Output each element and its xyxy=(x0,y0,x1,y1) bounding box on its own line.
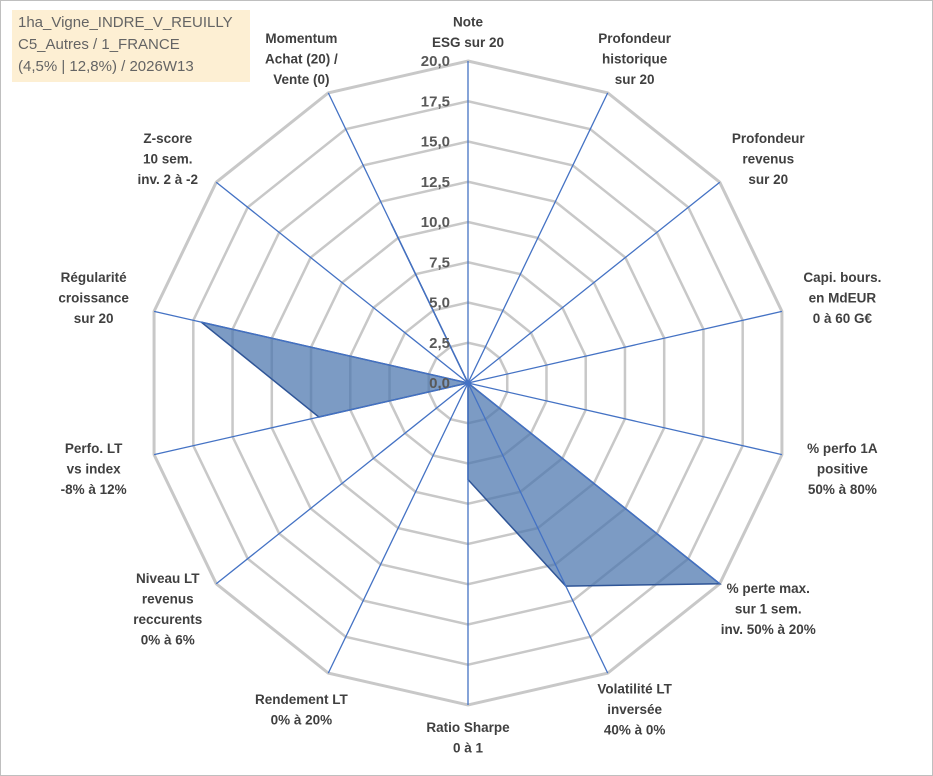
category-label: Profondeur historique sur 20 xyxy=(598,31,671,87)
category-label: Régularité croissance sur 20 xyxy=(58,270,129,326)
category-label-line: revenus xyxy=(142,591,194,606)
category-label-line: en MdEUR xyxy=(809,291,877,306)
category-label-line: historique xyxy=(602,52,668,67)
category-label: Capi. bours. en MdEUR 0 à 60 G€ xyxy=(803,270,881,326)
radial-tick-label: 15,0 xyxy=(421,134,450,151)
radial-tick-label: 7,5 xyxy=(429,254,450,271)
category-label-line: Z-score xyxy=(143,131,192,146)
category-label-line: revenus xyxy=(742,152,794,167)
category-label-line: % perte max. xyxy=(727,581,810,596)
category-label-line: sur 20 xyxy=(74,311,114,326)
category-label: Perfo. LT vs index -8% à 12% xyxy=(61,441,127,497)
axis-spoke xyxy=(153,310,469,384)
radar-spokes xyxy=(153,61,783,705)
category-label-line: croissance xyxy=(58,291,129,306)
category-label-line: inversée xyxy=(607,702,662,717)
category-label-line: positive xyxy=(817,461,869,476)
category-label-line: Volatilité LT xyxy=(597,682,672,697)
radial-tick-label: 12,5 xyxy=(421,174,450,191)
axis-spoke xyxy=(467,382,783,456)
axis-spoke xyxy=(467,382,609,674)
radial-tick-label: 20,0 xyxy=(421,53,450,70)
title-line-3: (4,5% | 12,8%) / 2026W13 xyxy=(18,58,194,75)
category-label-line: Régularité xyxy=(61,270,128,285)
category-label: % perfo 1A positive 50% à 80% xyxy=(807,441,878,497)
category-label-line: 0 à 1 xyxy=(453,741,484,756)
category-label-line: reccurents xyxy=(133,612,202,627)
axis-spoke xyxy=(467,181,721,384)
category-label: Profondeur revenus sur 20 xyxy=(732,131,805,187)
category-label: Momentum Achat (20) / Vente (0) xyxy=(265,31,338,87)
category-label-line: Profondeur xyxy=(732,131,805,146)
axis-spoke xyxy=(327,382,469,674)
axis-spoke xyxy=(215,181,469,384)
category-label-line: Momentum xyxy=(265,31,337,46)
axis-spoke xyxy=(467,92,609,384)
category-label-line: 40% à 0% xyxy=(604,723,666,738)
chart-title-box: 1ha_Vigne_INDRE_V_REUILLY C5_Autres / 1_… xyxy=(12,10,250,82)
category-label-line: inv. 2 à -2 xyxy=(138,172,199,187)
category-label: Note ESG sur 20 xyxy=(432,15,504,51)
radial-tick-label: 5,0 xyxy=(429,295,450,312)
radial-tick-label: 0,0 xyxy=(429,375,450,392)
axis-spoke xyxy=(467,382,721,585)
category-label-line: inv. 50% à 20% xyxy=(721,622,816,637)
category-label-line: Rendement LT xyxy=(255,692,349,707)
category-labels: Note ESG sur 20 Profondeur historique sur 20… xyxy=(58,15,881,756)
radial-tick-labels: 0,0 2,5 5,0 7,5 10,0 12,5 15,0 17,5 20,0 xyxy=(421,53,450,392)
radial-tick-label: 2,5 xyxy=(429,335,450,352)
category-label-line: vs index xyxy=(67,461,122,476)
axis-spoke xyxy=(153,382,469,456)
category-label-line: % perfo 1A xyxy=(807,441,878,456)
category-label-line: Capi. bours. xyxy=(803,270,881,285)
category-label-line: Perfo. LT xyxy=(65,441,123,456)
title-line-1: 1ha_Vigne_INDRE_V_REUILLY xyxy=(18,14,233,31)
category-label-line: 0% à 20% xyxy=(271,712,333,727)
axis-spoke xyxy=(467,310,783,384)
title-line-2: C5_Autres / 1_FRANCE xyxy=(18,36,180,53)
category-label-line: Niveau LT xyxy=(136,571,200,586)
category-label-line: sur 20 xyxy=(748,172,788,187)
category-label: Z-score 10 sem. inv. 2 à -2 xyxy=(138,131,199,187)
category-label-line: Profondeur xyxy=(598,31,671,46)
category-label: % perte max. sur 1 sem. inv. 50% à 20% xyxy=(721,581,816,637)
category-label: Volatilité LT inversée 40% à 0% xyxy=(597,682,672,738)
category-label: Rendement LT 0% à 20% xyxy=(255,692,349,728)
category-label-line: 50% à 80% xyxy=(808,482,877,497)
category-label: Ratio Sharpe 0 à 1 xyxy=(426,720,510,756)
category-label-line: sur 1 sem. xyxy=(735,602,802,617)
category-label-line: Vente (0) xyxy=(273,72,329,87)
radial-tick-label: 10,0 xyxy=(421,214,450,231)
category-label-line: sur 20 xyxy=(615,72,655,87)
category-label-line: 0 à 60 G€ xyxy=(813,311,873,326)
category-label-line: Note xyxy=(453,15,483,30)
category-label-line: 10 sem. xyxy=(143,152,193,167)
category-label-line: -8% à 12% xyxy=(61,482,127,497)
category-label-line: 0% à 6% xyxy=(141,632,195,647)
category-label-line: Achat (20) / xyxy=(265,52,338,67)
category-label: Niveau LT revenus reccurents 0% à 6% xyxy=(133,571,202,648)
axis-spoke xyxy=(215,382,469,585)
radial-tick-label: 17,5 xyxy=(421,93,450,110)
category-label-line: Ratio Sharpe xyxy=(426,720,510,735)
axis-spoke xyxy=(327,92,469,384)
category-label-line: ESG sur 20 xyxy=(432,35,504,50)
